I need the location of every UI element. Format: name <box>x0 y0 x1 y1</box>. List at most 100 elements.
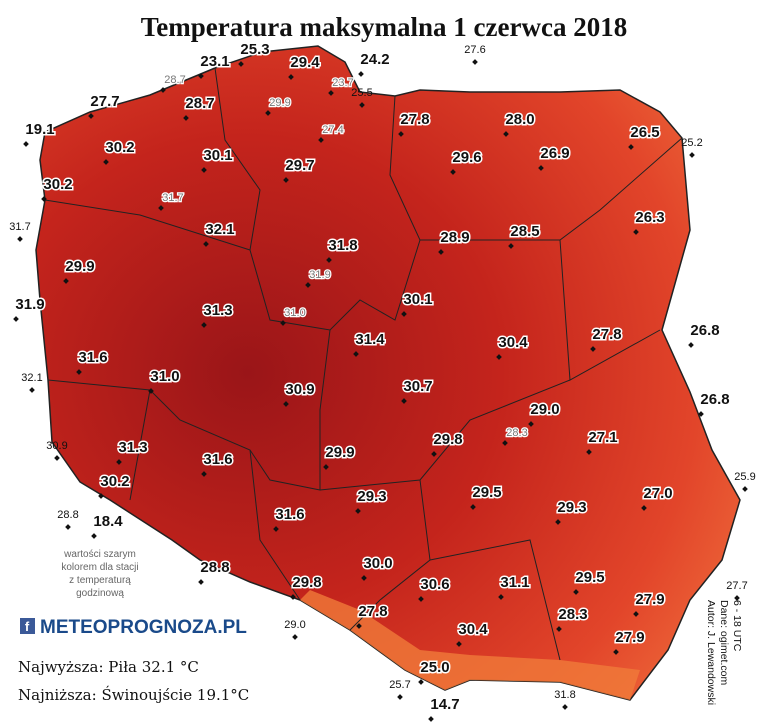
station-dot <box>428 716 434 722</box>
station-value: 27.9 <box>615 629 644 646</box>
station-dot <box>103 159 109 165</box>
station-dot <box>431 451 437 457</box>
station-dot <box>91 533 97 539</box>
station-dot <box>355 508 361 514</box>
station-value: 30.4 <box>498 334 528 351</box>
station-value: 29.0 <box>284 619 305 631</box>
station-value: 28.8 <box>200 559 229 576</box>
station-value: 28.0 <box>505 111 534 128</box>
credit-line: Dane: ogimet.com <box>718 600 730 685</box>
station-value: 31.9 <box>15 296 44 313</box>
station-value: 29.4 <box>290 54 320 71</box>
station-dot <box>508 243 514 249</box>
station-dot <box>633 611 639 617</box>
station-dot <box>470 504 476 510</box>
station-dot <box>323 464 329 470</box>
station-value: 25.9 <box>734 471 755 483</box>
hourly-station-value: 29.9 <box>269 97 290 109</box>
station-dot <box>273 526 279 532</box>
station-value: 18.4 <box>93 513 123 530</box>
station-value: 31.0 <box>150 368 179 385</box>
station-value: 31.6 <box>78 349 107 366</box>
station-value: 31.6 <box>203 451 232 468</box>
station-dot <box>290 594 296 600</box>
station-dot <box>358 71 364 77</box>
credit-line: Autor: J. Lewandowski <box>705 600 717 705</box>
station-dot <box>573 589 579 595</box>
station-value: 30.9 <box>46 440 67 452</box>
note-line: godzinową <box>76 588 124 599</box>
station-value: 30.1 <box>203 147 232 164</box>
facebook-f: f <box>25 619 30 634</box>
country-shape <box>35 45 741 701</box>
station-dot <box>456 641 462 647</box>
station-value: 29.8 <box>292 574 321 591</box>
station-value: 26.3 <box>635 209 664 226</box>
station-dot <box>633 229 639 235</box>
station-value: 31.6 <box>275 506 304 523</box>
station-dot <box>160 87 166 93</box>
station-dot <box>76 369 82 375</box>
station-dot <box>326 257 332 263</box>
station-dot <box>556 626 562 632</box>
station-dot <box>305 282 311 288</box>
station-value: 29.5 <box>575 569 604 586</box>
station-dot <box>613 649 619 655</box>
hourly-station-value: 31.0 <box>284 307 305 319</box>
station-dot <box>401 311 407 317</box>
credit-line: 6 - 18 UTC <box>731 600 743 652</box>
station-value: 29.6 <box>452 149 481 166</box>
station-dot <box>361 575 367 581</box>
station-dot <box>201 167 207 173</box>
station-value: 30.1 <box>403 291 432 308</box>
station-dot <box>438 249 444 255</box>
station-value: 24.2 <box>360 51 389 68</box>
station-value: 28.5 <box>510 223 539 240</box>
station-value: 28.8 <box>57 509 78 521</box>
station-value: 31.3 <box>203 302 232 319</box>
station-dot <box>288 74 294 80</box>
station-dot <box>688 342 694 348</box>
station-value: 30.6 <box>420 576 449 593</box>
hourly-station-value: 28.7 <box>164 74 185 86</box>
station-value: 30.0 <box>363 555 392 572</box>
highest: Najwyższa: Piła 32.1 °C <box>18 658 199 676</box>
station-value: 25.7 <box>389 679 410 691</box>
station-value: 26.5 <box>630 124 659 141</box>
station-dot <box>502 440 508 446</box>
station-dot <box>198 579 204 585</box>
station-dot <box>450 169 456 175</box>
station-value: 26.8 <box>690 322 719 339</box>
station-value: 25.2 <box>681 137 702 149</box>
station-value: 27.1 <box>588 429 617 446</box>
logo: f METEOPROGNOZA.PL <box>20 617 247 638</box>
station-dot <box>183 115 189 121</box>
station-dot <box>698 411 704 417</box>
station-value: 29.9 <box>325 444 354 461</box>
station-value: 32.1 <box>205 221 234 238</box>
hourly-station-value: 27.4 <box>322 124 343 136</box>
station-value: 29.7 <box>285 157 314 174</box>
station-dot <box>503 131 509 137</box>
station-dot <box>283 177 289 183</box>
mountains <box>300 590 640 700</box>
station-dot <box>538 165 544 171</box>
station-dot <box>734 595 740 601</box>
station-value: 27.9 <box>635 591 664 608</box>
station-dot <box>590 346 596 352</box>
station-dot <box>496 354 502 360</box>
station-value: 29.9 <box>65 258 94 275</box>
station-dot <box>498 594 504 600</box>
station-dot <box>17 236 23 242</box>
station-dot <box>586 449 592 455</box>
station-dot <box>292 634 298 640</box>
station-dot <box>283 401 289 407</box>
station-dot <box>65 524 71 530</box>
station-dot <box>359 102 365 108</box>
labels: 23.1 25.3 29.4 24.2 27.7 28.7 19.1 27.8 28.0 26.5… <box>9 39 756 722</box>
station-dot <box>158 205 164 211</box>
station-value: 29.0 <box>530 401 559 418</box>
hourly-station-value: 31.7 <box>162 192 183 204</box>
logo-text: METEOPROGNOZA.PL <box>40 617 247 638</box>
